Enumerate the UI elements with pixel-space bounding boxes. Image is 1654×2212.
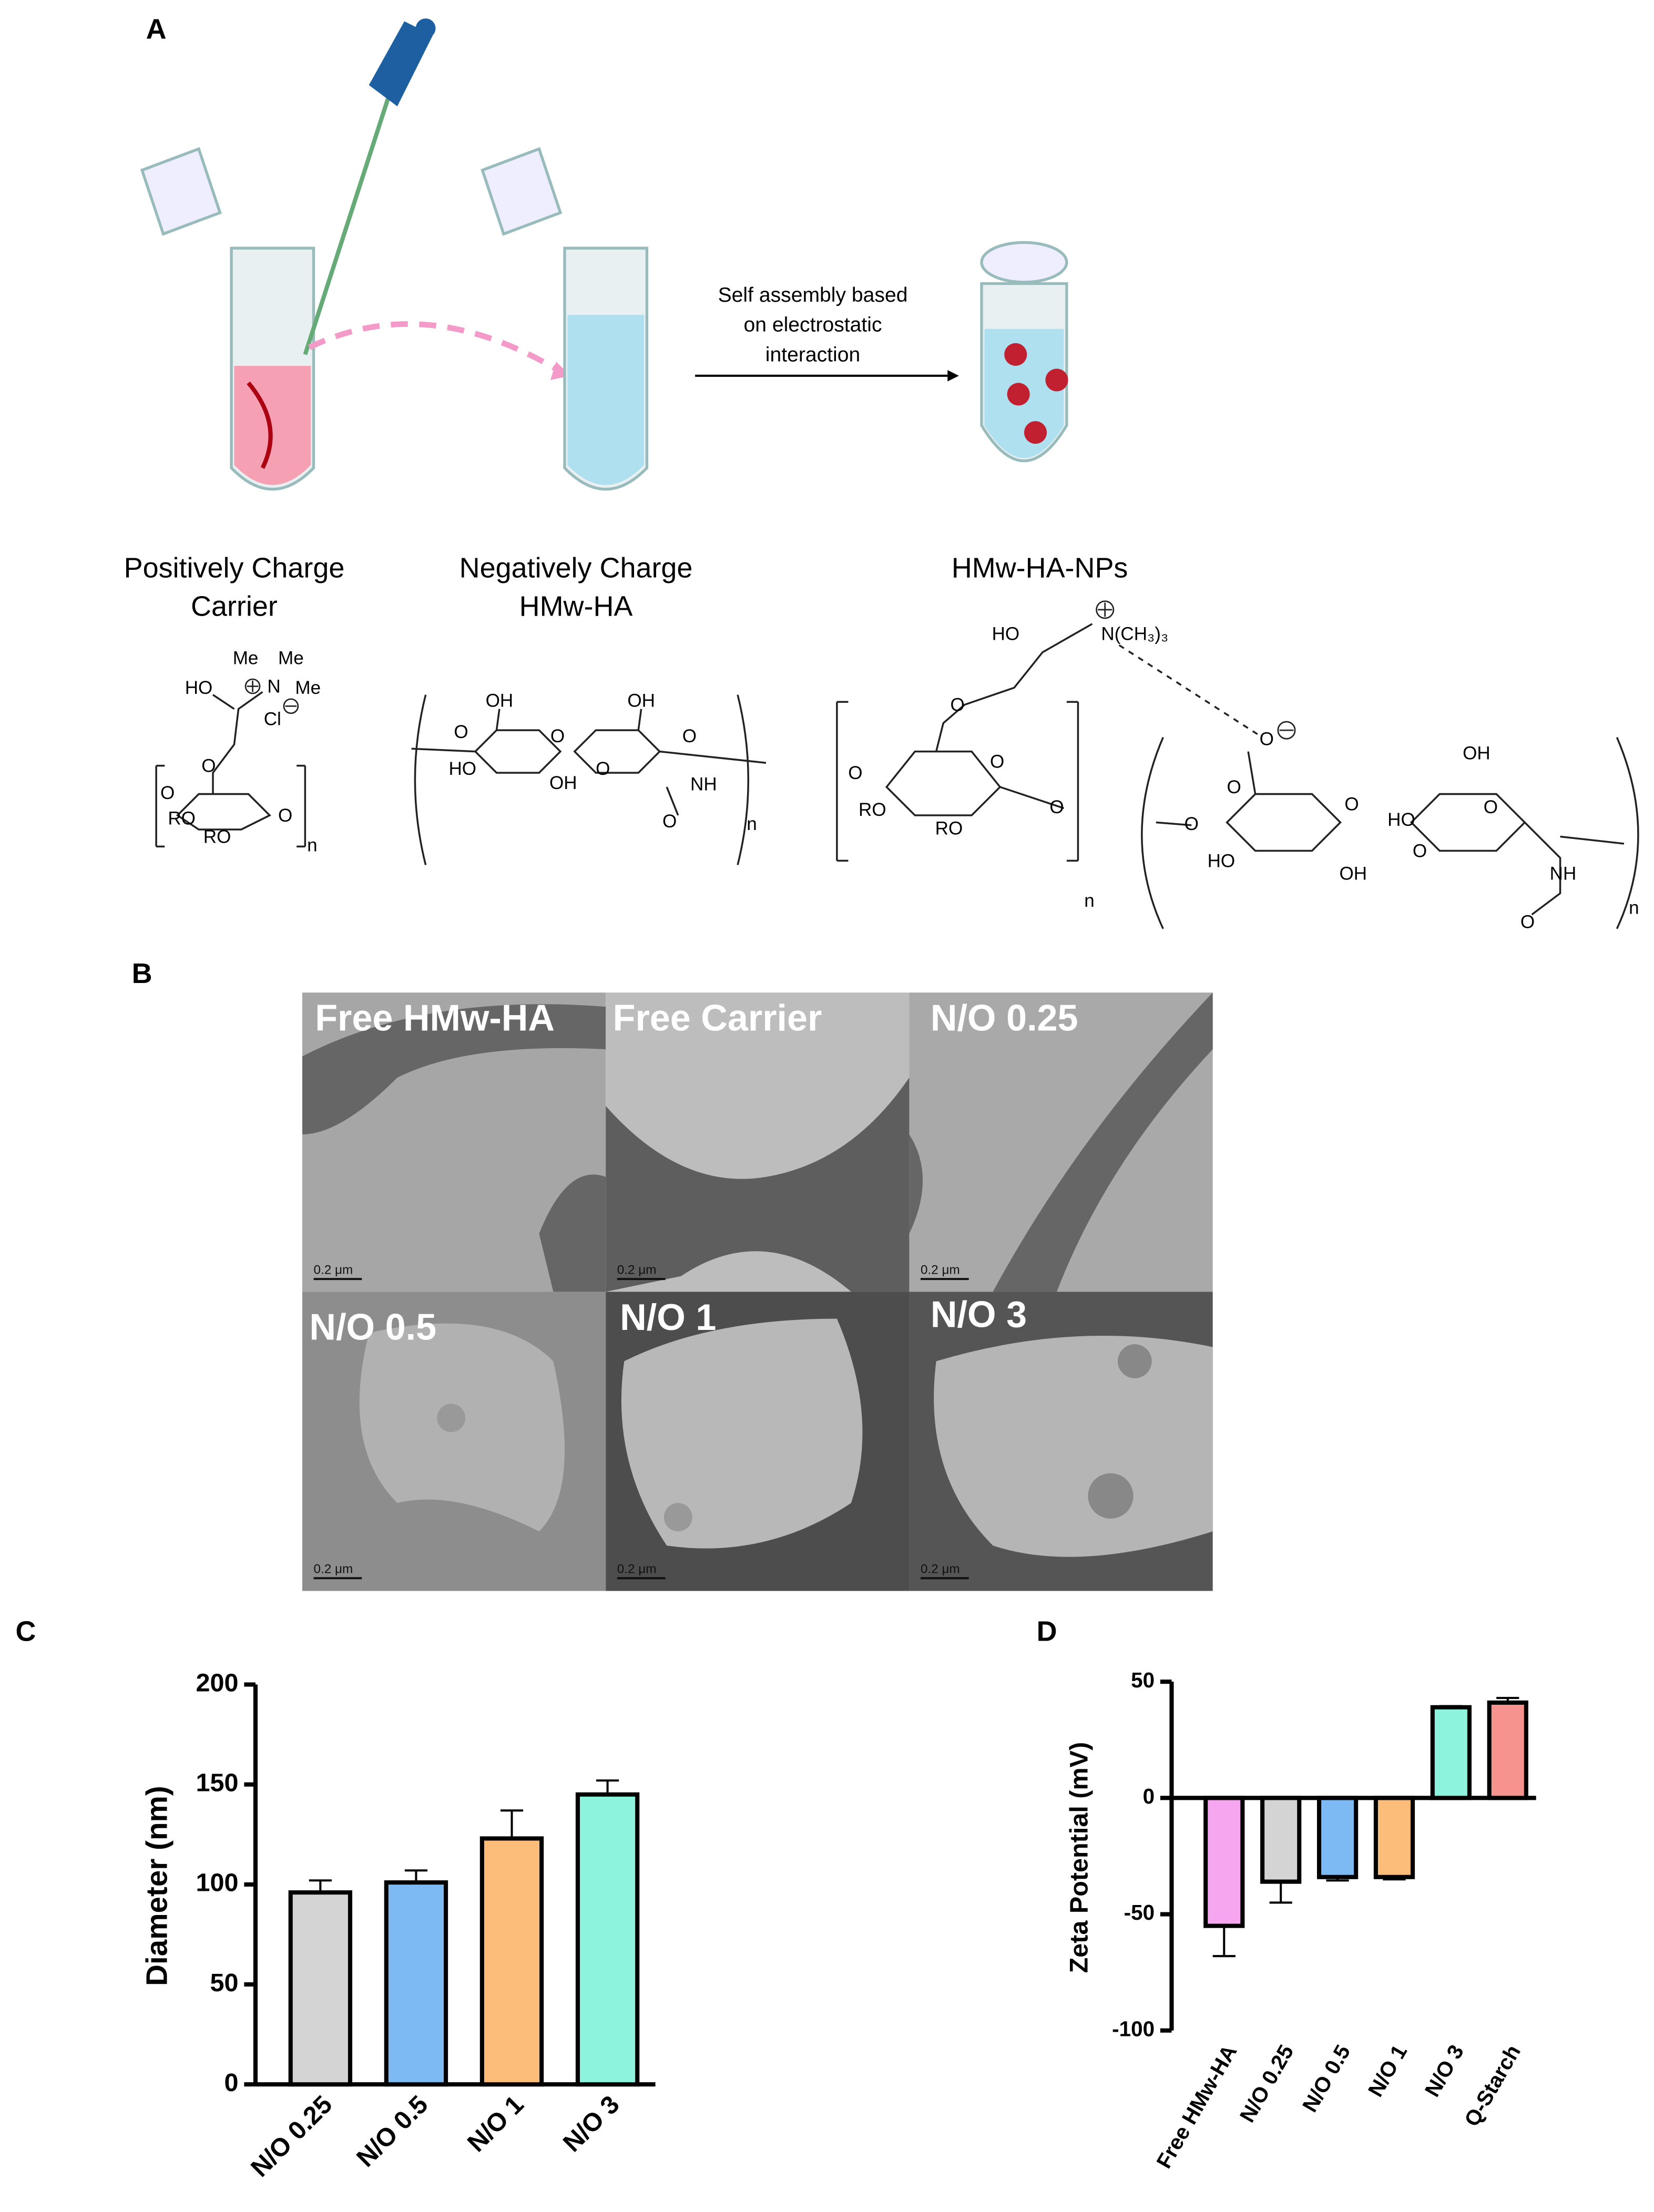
atom-label: n: [1629, 897, 1639, 918]
atom-label: O: [1049, 797, 1064, 817]
bar: [575, 1792, 640, 2087]
atom-label: RO: [168, 808, 196, 828]
tem-label: N/O 1: [620, 1297, 716, 1338]
tube-illustration: [140, 18, 1068, 491]
charge-symbols: [244, 600, 1296, 740]
atom-label: OH: [549, 773, 577, 793]
y-axis-label: Zeta Potential (mV): [1065, 1742, 1094, 1973]
panel-label: B: [132, 958, 152, 989]
scale-bar-label: 0.2 μm: [617, 1263, 657, 1277]
atom-label: OH: [627, 690, 655, 711]
y-tick-label: -100: [1112, 2016, 1155, 2041]
atom-label: O: [990, 751, 1004, 772]
scale-bar-label: 0.2 μm: [921, 1263, 960, 1277]
component-title: Positively Charge: [124, 552, 345, 584]
tem-label: N/O 0.5: [309, 1307, 436, 1348]
scale-bar-label: 0.2 μm: [617, 1562, 657, 1576]
atom-label: OH: [1339, 864, 1367, 884]
panel-label: D: [1037, 1616, 1057, 1647]
component-title: HMw-HA-NPs: [952, 552, 1128, 584]
atom-label: N: [267, 677, 280, 697]
atom-label: n: [1084, 890, 1095, 911]
bar: [479, 1836, 544, 2087]
atom-label: O: [951, 695, 965, 715]
atom-label: Me: [295, 678, 321, 698]
atom-label: O: [550, 726, 565, 746]
bar: [288, 1890, 353, 2087]
atom-label: RO: [203, 826, 231, 847]
atom-label: O: [1260, 729, 1274, 749]
atom-label: O: [662, 811, 677, 832]
scale-bar-label: 0.2 μm: [314, 1562, 353, 1576]
y-tick-label: 200: [196, 1668, 239, 1697]
tem-label: Free Carrier: [613, 998, 822, 1039]
atom-label: NH: [1550, 864, 1577, 884]
atom-label: HO: [1208, 851, 1236, 871]
y-tick-label: 100: [196, 1869, 239, 1897]
atom-label: O: [848, 763, 862, 783]
bar: [1430, 1705, 1472, 1800]
atom-label: RO: [859, 800, 886, 820]
y-tick-label: 50: [210, 1969, 239, 1997]
arrow-text: on electrostatic: [744, 314, 882, 336]
atom-label: O: [1185, 814, 1199, 834]
bar: [1316, 1796, 1359, 1879]
atom-label: O: [160, 783, 175, 803]
atom-label: O: [454, 722, 468, 742]
tem-label: N/O 3: [931, 1294, 1027, 1335]
atom-label: HO: [992, 624, 1020, 644]
atom-label: RO: [935, 818, 963, 838]
atom-label: O: [1520, 912, 1535, 932]
bar: [1260, 1796, 1302, 1884]
y-tick-label: 50: [1131, 1668, 1155, 1692]
atom-label: O: [278, 805, 292, 826]
tem-images: [302, 992, 1213, 1591]
atom-label: n: [747, 814, 757, 834]
y-tick-label: -50: [1124, 1900, 1155, 1924]
arrow-text: interaction: [765, 343, 860, 366]
scale-bar-label: 0.2 μm: [921, 1562, 960, 1576]
atom-label: O: [1344, 794, 1359, 814]
y-tick-label: 0: [1143, 1784, 1155, 1808]
atom-label: Me: [278, 648, 304, 669]
y-tick-label: 150: [196, 1769, 239, 1797]
tem-label: Free HMw-HA: [315, 998, 555, 1039]
component-title: HMw-HA: [519, 590, 633, 622]
bar: [384, 1880, 448, 2087]
bar: [1487, 1700, 1528, 1800]
atom-label: O: [1413, 841, 1427, 861]
scale-bar-label: 0.2 μm: [314, 1263, 353, 1277]
tem-label: N/O 0.25: [931, 998, 1078, 1039]
atom-label: O: [1484, 797, 1498, 817]
atom-label: N(CH₃)₃: [1101, 624, 1168, 644]
panel-label: C: [15, 1616, 36, 1647]
atom-label: NH: [690, 774, 717, 795]
panel-label: A: [146, 14, 167, 45]
atom-label: O: [201, 756, 216, 776]
atom-label: Me: [233, 648, 259, 669]
component-title: Negatively Charge: [460, 552, 693, 584]
y-axis-label: Diameter (nm): [140, 1786, 173, 1986]
atom-label: Cl: [264, 709, 281, 730]
component-title: Carrier: [191, 590, 278, 622]
chemical-bonds: [155, 623, 1639, 929]
atom-label: O: [596, 759, 610, 779]
atom-label: HO: [185, 678, 213, 698]
atom-label: OH: [1463, 743, 1490, 763]
bar: [1203, 1796, 1245, 1928]
atom-label: n: [307, 835, 318, 856]
atom-label: O: [1227, 777, 1241, 797]
bar: [1373, 1796, 1415, 1879]
atom-label: OH: [486, 690, 514, 711]
atom-label: O: [682, 726, 697, 746]
arrow-text: Self assembly based: [718, 284, 908, 306]
atom-label: HO: [448, 759, 476, 779]
atom-label: HO: [1387, 810, 1415, 830]
y-tick-label: 0: [224, 2068, 239, 2097]
